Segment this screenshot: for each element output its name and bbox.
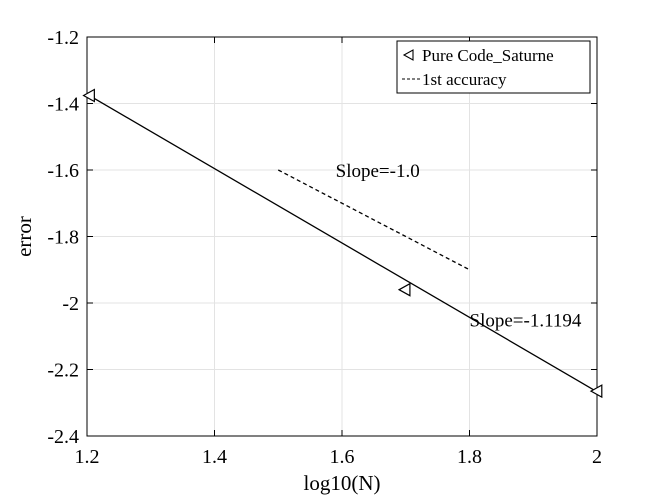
annotations: Slope=-1.0 Slope=-1.1194 <box>336 161 582 332</box>
x-tick-label: 1.2 <box>75 446 100 468</box>
y-axis-label: error <box>12 216 36 257</box>
data-point-marker <box>397 282 411 297</box>
plot-data <box>82 88 603 399</box>
x-axis-label: log10(N) <box>304 471 381 495</box>
y-tick-label: -1.6 <box>47 160 79 182</box>
legend-label: Pure Code_Saturne <box>422 46 554 65</box>
grid-lines <box>86 36 598 437</box>
axes: 1.2 1.4 1.6 1.8 2 -1.2 -1.4 -1.6 -1.8 -2 -2.2 -2.4 <box>47 27 602 468</box>
data-point-marker <box>589 384 603 399</box>
y-tick-label: -2.4 <box>47 426 79 448</box>
legend-label: 1st accuracy <box>422 70 507 89</box>
data-point-marker <box>82 88 95 103</box>
y-tick-label: -1.2 <box>47 27 79 49</box>
legend-marker-triangle <box>402 49 414 61</box>
y-tick-label: -2.2 <box>47 360 79 382</box>
legend: Pure Code_Saturne 1st accuracy <box>396 40 591 94</box>
legend-box <box>396 40 591 94</box>
x-tick-label: 1.6 <box>330 446 355 468</box>
x-tick-label: 1.8 <box>457 446 482 468</box>
x-tick-label: 2 <box>592 446 602 468</box>
fit-line <box>86 93 598 393</box>
slope-annotation: Slope=-1.1194 <box>470 311 582 332</box>
x-tick-label: 1.4 <box>202 446 227 468</box>
slope-annotation: Slope=-1.0 <box>336 161 420 182</box>
y-tick-label: -1.4 <box>47 94 79 116</box>
reference-slope-line <box>277 169 470 271</box>
y-tick-label: -2 <box>62 293 79 315</box>
y-tick-label: -1.8 <box>47 227 79 249</box>
